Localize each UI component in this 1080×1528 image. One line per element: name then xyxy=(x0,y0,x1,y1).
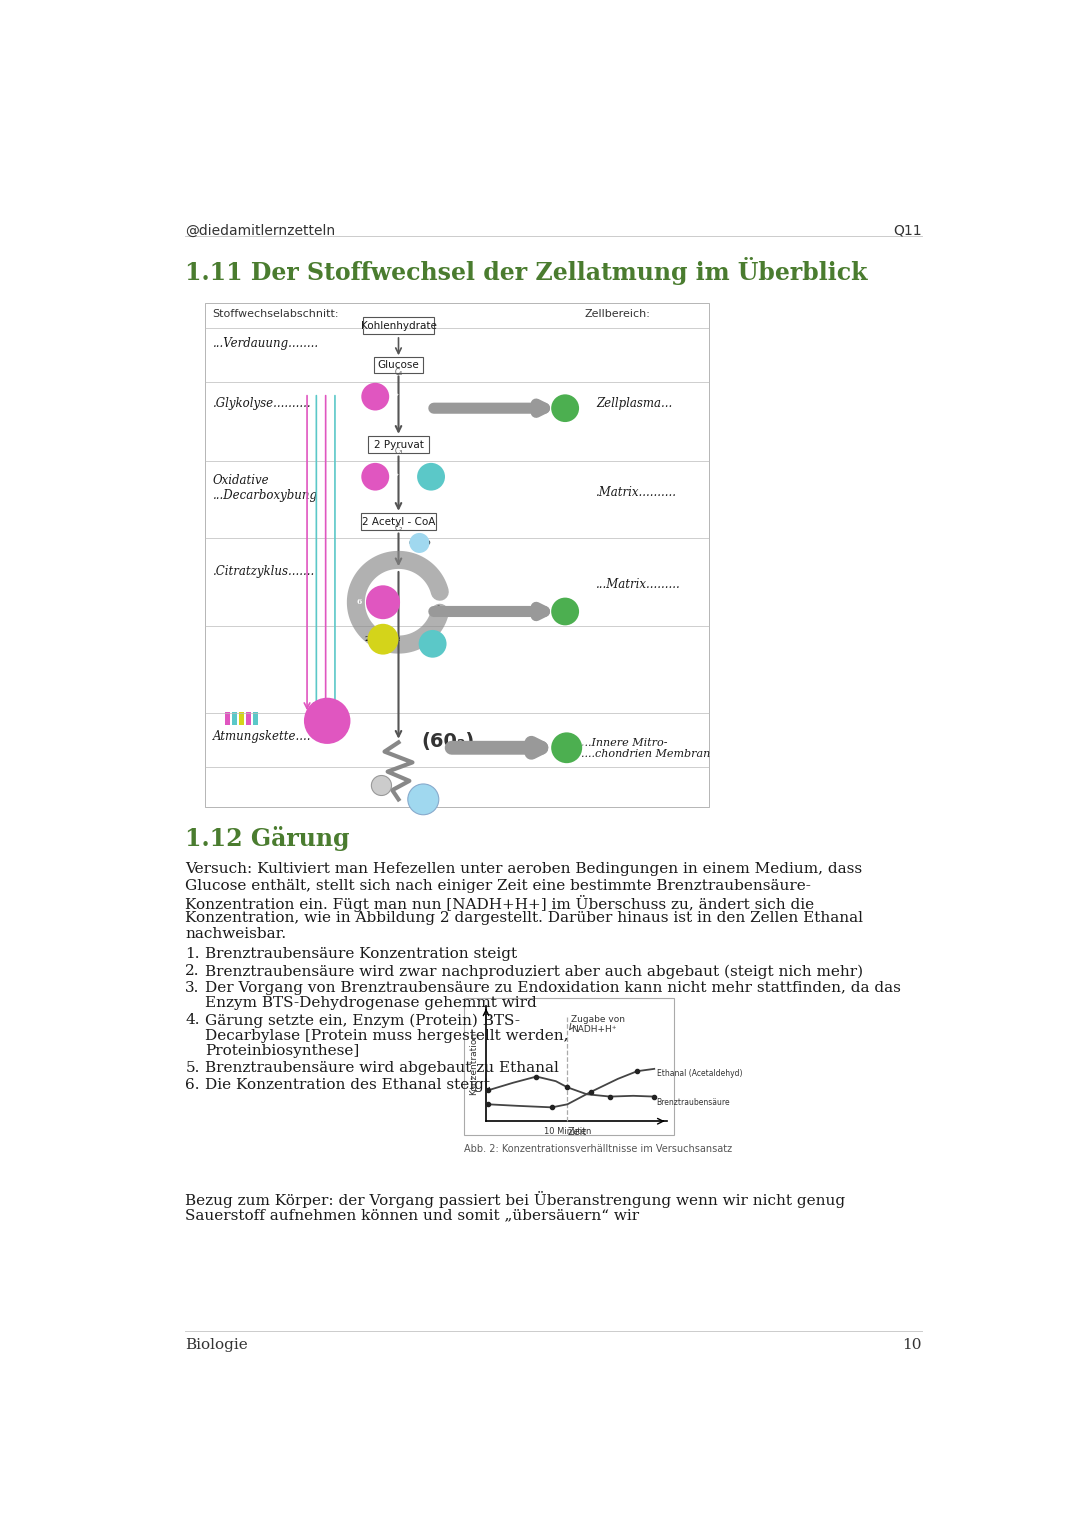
FancyBboxPatch shape xyxy=(232,712,238,726)
Text: Kohlenhydrate: Kohlenhydrate xyxy=(361,321,436,332)
Circle shape xyxy=(419,630,446,657)
Text: 12H₂O: 12H₂O xyxy=(408,796,438,804)
Text: C₆: C₆ xyxy=(394,368,403,377)
Text: Zeit: Zeit xyxy=(567,1128,586,1137)
Text: .Matrix..........: .Matrix.......... xyxy=(596,486,677,500)
Text: 5.: 5. xyxy=(186,1060,200,1076)
Text: Der Vorgang von Brenztraubensäure zu Endoxidation kann nicht mehr stattfinden, d: Der Vorgang von Brenztraubensäure zu End… xyxy=(205,981,901,995)
Text: Brenztraubensäure wird zwar nachproduziert aber auch abgebaut (steigt nich mehr): Brenztraubensäure wird zwar nachproduzie… xyxy=(205,964,863,978)
Text: Die Konzentration des Ethanal steigt: Die Konzentration des Ethanal steigt xyxy=(205,1079,489,1093)
FancyBboxPatch shape xyxy=(225,712,230,726)
Text: 2.: 2. xyxy=(186,964,200,978)
FancyBboxPatch shape xyxy=(205,303,708,807)
Text: .Citratzyklus.......: .Citratzyklus....... xyxy=(213,564,314,578)
FancyBboxPatch shape xyxy=(246,712,252,726)
Text: Stoffwechselabschnitt:: Stoffwechselabschnitt: xyxy=(213,309,339,319)
Text: 2 NADH+H⁺: 2 NADH+H⁺ xyxy=(351,393,400,400)
Text: 6H₂O: 6H₂O xyxy=(408,539,431,547)
FancyBboxPatch shape xyxy=(375,358,422,373)
Text: 10 Minuten: 10 Minuten xyxy=(543,1128,591,1137)
FancyBboxPatch shape xyxy=(239,712,244,726)
Text: Atmungskette....: Atmungskette.... xyxy=(213,730,311,743)
Text: ...Verdauung........: ...Verdauung........ xyxy=(213,338,319,350)
Text: Ethanal (Acetaldehyd): Ethanal (Acetaldehyd) xyxy=(657,1070,742,1077)
Circle shape xyxy=(372,776,392,796)
Text: Q11: Q11 xyxy=(893,223,921,237)
Text: 2 Pyruvat: 2 Pyruvat xyxy=(374,440,423,449)
Circle shape xyxy=(551,597,579,625)
Text: 1.12 Gärung: 1.12 Gärung xyxy=(186,827,350,851)
Circle shape xyxy=(408,784,438,814)
Text: ...Innere Mitro-
....chondrien Membran: ...Innere Mitro- ....chondrien Membran xyxy=(581,738,710,759)
Text: 2FADH₂: 2FADH₂ xyxy=(365,636,401,643)
Text: Versuch: Kultiviert man Hefezellen unter aeroben Bedingungen in einem Medium, da: Versuch: Kultiviert man Hefezellen unter… xyxy=(186,862,863,877)
Circle shape xyxy=(303,698,350,744)
Text: Konzentration ein. Fügt man nun [NADH+H+] im Überschuss zu, ändert sich die: Konzentration ein. Fügt man nun [NADH+H+… xyxy=(186,895,814,912)
Text: Zugabe von
NADH+H⁺: Zugabe von NADH+H⁺ xyxy=(571,1015,625,1034)
FancyBboxPatch shape xyxy=(363,318,434,335)
Text: 2...ATP: 2...ATP xyxy=(550,405,580,413)
Text: Brenztraubensäure: Brenztraubensäure xyxy=(657,1099,730,1108)
Text: Zellbereich:: Zellbereich: xyxy=(584,309,650,319)
Circle shape xyxy=(362,463,389,490)
Circle shape xyxy=(551,732,582,762)
Text: 2 NADH+H⁺: 2 NADH+H⁺ xyxy=(351,472,400,481)
Text: 1.11 Der Stoffwechsel der Zellatmung im Überblick: 1.11 Der Stoffwechsel der Zellatmung im … xyxy=(186,257,868,284)
Text: Gärung setzte ein, Enzym (Protein) BTS-: Gärung setzte ein, Enzym (Protein) BTS- xyxy=(205,1013,519,1028)
Text: 3.: 3. xyxy=(186,981,200,995)
Text: Enzym BTS-Dehydrogenase gehemmt wird: Enzym BTS-Dehydrogenase gehemmt wird xyxy=(205,996,537,1010)
Text: Decarbylase [Protein muss hergestellt werden,: Decarbylase [Protein muss hergestellt we… xyxy=(205,1028,568,1042)
Text: Biologie: Biologie xyxy=(186,1339,248,1352)
FancyBboxPatch shape xyxy=(464,998,674,1135)
Text: (60₂): (60₂) xyxy=(422,732,475,750)
Text: 4.: 4. xyxy=(186,1013,200,1027)
Circle shape xyxy=(367,623,399,654)
Text: 6 NADH+H⁺: 6 NADH+H⁺ xyxy=(356,599,409,607)
Text: 6.: 6. xyxy=(186,1079,200,1093)
Text: 4CO₂: 4CO₂ xyxy=(421,640,444,648)
Text: Bezug zum Körper: der Vorgang passiert bei Überanstrengung wenn wir nicht genug: Bezug zum Körper: der Vorgang passiert b… xyxy=(186,1190,846,1207)
Circle shape xyxy=(362,384,389,411)
Text: Konzentration: Konzentration xyxy=(469,1031,478,1096)
FancyBboxPatch shape xyxy=(361,513,436,530)
FancyBboxPatch shape xyxy=(253,712,258,726)
Text: 1.: 1. xyxy=(186,947,200,961)
Text: Brenztraubensäure Konzentration steigt: Brenztraubensäure Konzentration steigt xyxy=(205,947,517,961)
Circle shape xyxy=(551,394,579,422)
Text: 10: 10 xyxy=(902,1339,921,1352)
Text: .Glykolyse..........: .Glykolyse.......... xyxy=(213,397,311,411)
Text: Zellplasma...: Zellplasma... xyxy=(596,397,673,411)
Text: nachweisbar.: nachweisbar. xyxy=(186,927,286,941)
Text: Brenztraubensäure wird abgebaut zu Ethanal: Brenztraubensäure wird abgebaut zu Ethan… xyxy=(205,1060,558,1076)
Circle shape xyxy=(366,585,400,619)
Text: 2...ATP: 2...ATP xyxy=(550,608,580,616)
Text: Abb. 2: Konzentrationsverhälltnisse im Versuchsansatz: Abb. 2: Konzentrationsverhälltnisse im V… xyxy=(464,1144,732,1154)
Text: 2CO₂: 2CO₂ xyxy=(419,472,443,481)
Text: Glucose enthält, stellt sich nach einiger Zeit eine bestimmte Brenztraubensäure-: Glucose enthält, stellt sich nach einige… xyxy=(186,879,811,892)
Text: Proteinbiosynthese]: Proteinbiosynthese] xyxy=(205,1044,359,1059)
Text: Konzentration, wie in Abbildung 2 dargestellt. Darüber hinaus ist in den Zellen : Konzentration, wie in Abbildung 2 darges… xyxy=(186,911,863,924)
Text: Glucose: Glucose xyxy=(378,361,419,370)
Text: 2 Acetyl - CoA: 2 Acetyl - CoA xyxy=(362,516,435,527)
FancyBboxPatch shape xyxy=(368,435,429,452)
Text: Sauerstoff aufnehmen können und somit „übersäuern“ wir: Sauerstoff aufnehmen können und somit „ü… xyxy=(186,1209,639,1222)
Text: Oxidative
...Decarboxybung: Oxidative ...Decarboxybung xyxy=(213,474,318,503)
Text: ...Matrix.........: ...Matrix......... xyxy=(596,579,680,591)
Text: 10 NADH+H⁺: 10 NADH+H⁺ xyxy=(296,717,359,724)
Circle shape xyxy=(417,463,445,490)
Text: O₂: O₂ xyxy=(377,781,387,790)
Text: C₃: C₃ xyxy=(394,448,403,457)
Circle shape xyxy=(409,533,430,553)
Text: C₂: C₂ xyxy=(394,524,403,533)
Text: @diedamitlernzetteln: @diedamitlernzetteln xyxy=(186,223,336,237)
Text: 34...ATP: 34...ATP xyxy=(548,744,586,752)
